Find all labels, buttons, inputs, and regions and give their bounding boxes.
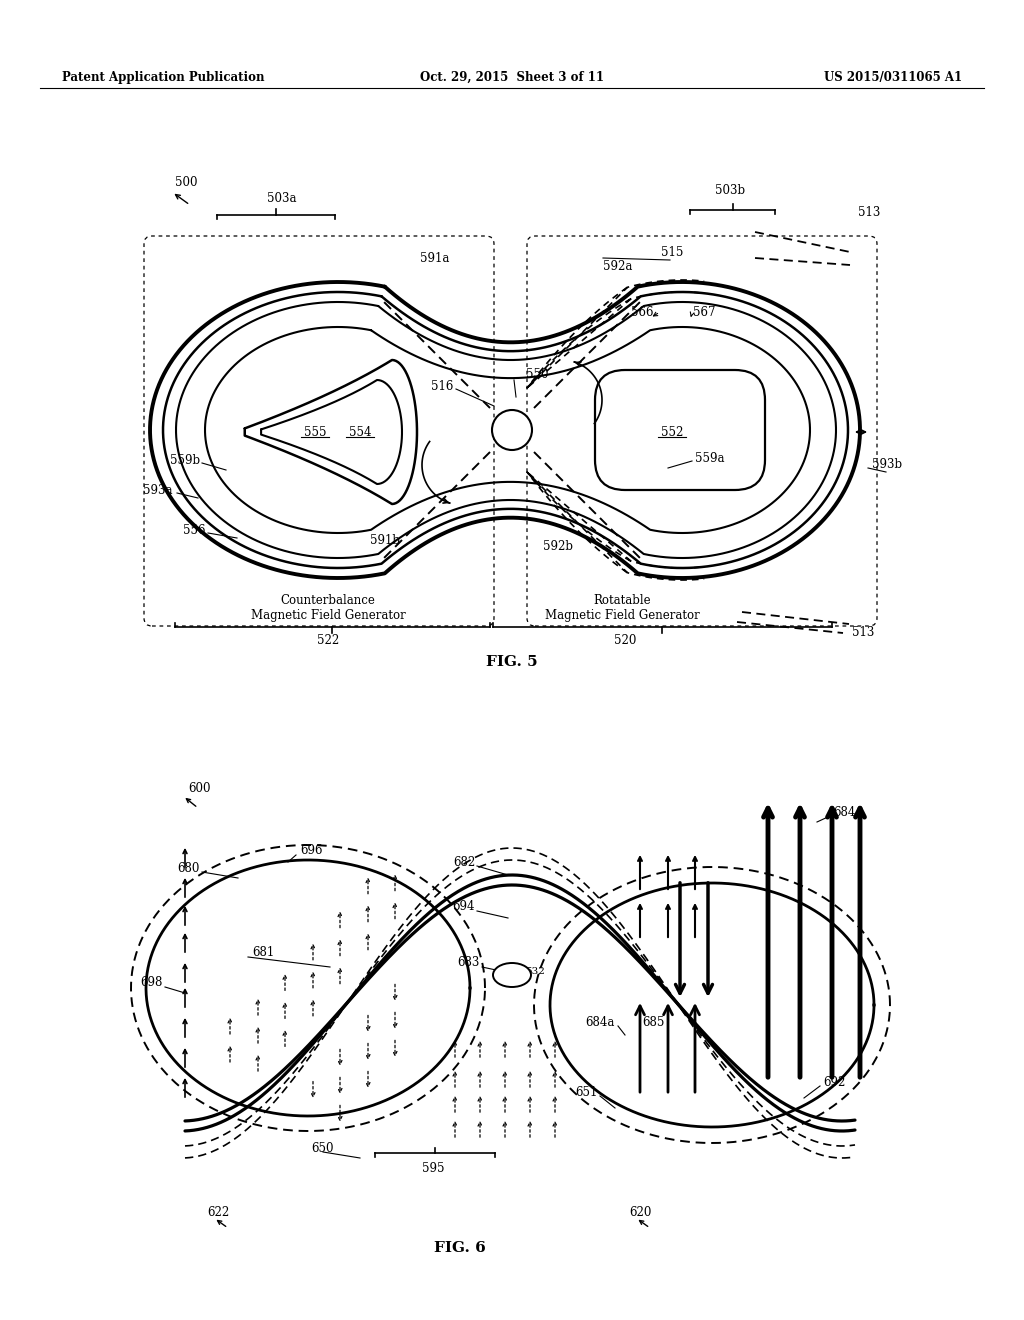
Text: 620: 620 [629,1205,651,1218]
Text: 554: 554 [349,425,372,438]
Text: 552: 552 [660,425,683,438]
Text: 684: 684 [833,805,855,818]
Text: 556: 556 [182,524,205,536]
Text: 595: 595 [422,1162,444,1175]
Text: 600: 600 [188,781,211,795]
Text: 513: 513 [858,206,881,219]
Text: 532: 532 [502,426,522,437]
Text: 651: 651 [575,1085,598,1098]
Text: 683: 683 [458,957,480,969]
Text: 592b: 592b [543,540,573,553]
Text: 591a: 591a [420,252,450,264]
Text: Rotatable: Rotatable [593,594,651,606]
Text: 520: 520 [613,634,636,647]
Text: 593a: 593a [143,483,173,496]
Text: 559b: 559b [170,454,200,466]
Ellipse shape [493,964,531,987]
Text: 566: 566 [631,305,653,318]
Text: Oct. 29, 2015  Sheet 3 of 11: Oct. 29, 2015 Sheet 3 of 11 [420,70,604,83]
Text: 555: 555 [304,425,327,438]
Text: 698: 698 [140,977,163,990]
Text: 622: 622 [207,1205,229,1218]
Text: 515: 515 [660,247,683,260]
Circle shape [492,411,532,450]
Text: 516: 516 [431,380,453,392]
Text: 503b: 503b [715,183,745,197]
Text: Magnetic Field Generator: Magnetic Field Generator [251,609,406,622]
Text: 532: 532 [525,968,545,977]
Text: 500: 500 [175,177,198,190]
Text: 694: 694 [453,900,475,913]
Text: FIG. 5: FIG. 5 [486,655,538,669]
Text: 567: 567 [693,305,716,318]
Text: 692: 692 [823,1076,846,1089]
Text: Patent Application Publication: Patent Application Publication [62,70,264,83]
Text: US 2015/0311065 A1: US 2015/0311065 A1 [824,70,962,83]
Text: 522: 522 [316,634,339,647]
Text: 503a: 503a [267,193,297,206]
Text: 593b: 593b [872,458,902,471]
Text: Counterbalance: Counterbalance [281,594,376,606]
Text: 684a: 684a [586,1015,615,1028]
Text: 685: 685 [642,1015,665,1028]
Text: 650: 650 [311,1142,334,1155]
Text: 696: 696 [300,845,323,858]
Text: 513: 513 [852,626,874,639]
Text: Magnetic Field Generator: Magnetic Field Generator [545,609,699,622]
Text: 559a: 559a [695,451,725,465]
Text: FIG. 6: FIG. 6 [434,1241,485,1255]
Text: 591b: 591b [370,533,400,546]
Text: 680: 680 [177,862,200,874]
Text: 592a: 592a [603,260,633,273]
Text: 681: 681 [252,946,274,960]
Text: 550: 550 [525,367,548,380]
Text: 682: 682 [453,855,475,869]
